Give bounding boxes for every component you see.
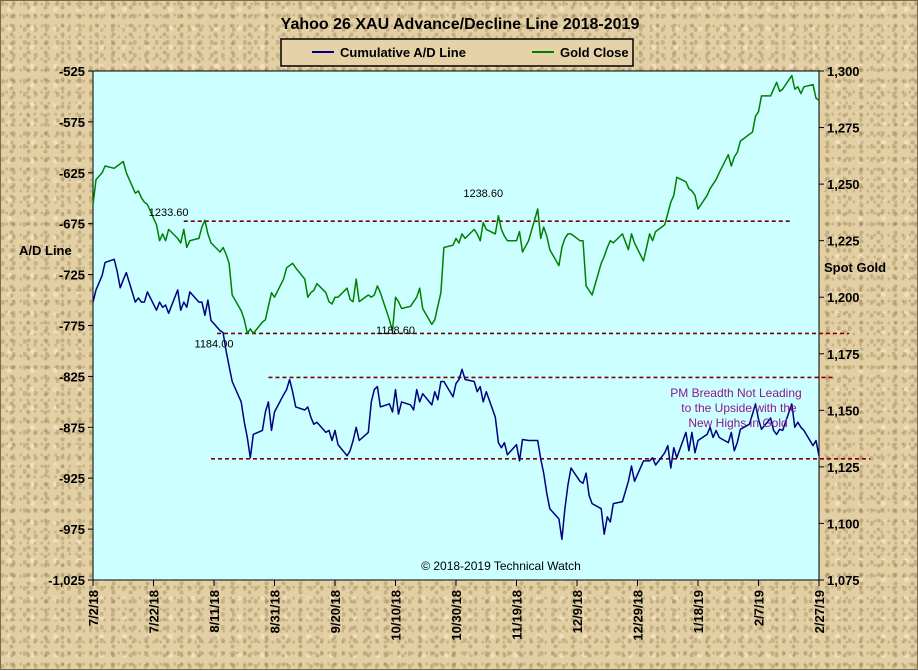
x-tick-label: 9/20/18 — [328, 590, 343, 633]
y-left-tick-label: -875 — [59, 420, 85, 435]
y-left-tick-label: -1,025 — [48, 573, 85, 588]
x-tick-label: 10/30/18 — [449, 590, 464, 641]
y-left-tick-label: -675 — [59, 217, 85, 232]
y-left-tick-label: -925 — [59, 471, 85, 486]
y-left-tick-label: -775 — [59, 319, 85, 334]
annotation-label: 1233.60 — [149, 207, 189, 219]
y-left-tick-label: -725 — [59, 268, 85, 283]
y-right-tick-label: 1,200 — [827, 290, 860, 305]
x-tick-label: 11/19/18 — [510, 590, 525, 640]
x-tick-label: 2/27/19 — [812, 590, 827, 633]
y-axis-left-label: A/D Line — [19, 243, 72, 258]
x-tick-label: 2/7/19 — [752, 590, 767, 626]
y-left-tick-label: -975 — [59, 522, 85, 537]
x-tick-label: 12/29/18 — [631, 590, 646, 641]
annotations: 1233.60 1238.60 1184.00 1188.60 — [149, 188, 503, 351]
annotation-label: 1238.60 — [463, 188, 503, 200]
y-left-tick-label: -525 — [59, 64, 85, 79]
x-tick-label: 7/2/18 — [86, 590, 101, 626]
y-axis-right-label: Spot Gold — [824, 260, 886, 275]
series-layer — [92, 74, 820, 541]
ad-line-series — [92, 258, 820, 541]
y-left-tick-label: -625 — [59, 166, 85, 181]
x-tick-label: 12/9/18 — [570, 590, 585, 633]
y-right-tick-label: 1,075 — [827, 573, 860, 588]
y-right-tick-label: 1,250 — [827, 177, 860, 192]
note-line-1: PM Breadth Not Leading — [670, 386, 801, 400]
copyright: © 2018-2019 Technical Watch — [421, 559, 581, 573]
y-right-tick-label: 1,150 — [827, 403, 860, 418]
legend-label-gold: Gold Close — [560, 45, 629, 60]
y-left-tick-label: -575 — [59, 115, 85, 130]
y-right-tick-label: 1,300 — [827, 64, 860, 79]
note-line-3: New Highs in Gold — [688, 416, 787, 430]
note-line-2: to the Upside with the — [681, 401, 797, 415]
legend: Cumulative A/D Line Gold Close — [280, 38, 634, 67]
plot-area — [92, 70, 820, 581]
x-tick-label: 7/22/18 — [147, 590, 162, 633]
y-right-tick-label: 1,225 — [827, 234, 860, 249]
gold-close-series — [92, 74, 820, 335]
annotation-label: 1184.00 — [195, 338, 234, 350]
y-right-tick-label: 1,275 — [827, 121, 860, 136]
y-left-tick-label: -825 — [59, 369, 85, 384]
chart-title: Yahoo 26 XAU Advance/Decline Line 2018-2… — [281, 16, 640, 33]
x-tick-label: 1/18/19 — [691, 590, 706, 633]
x-tick-label: 10/10/18 — [389, 590, 404, 641]
y-right-tick-label: 1,125 — [827, 460, 860, 475]
x-tick-label: 8/31/18 — [268, 590, 283, 633]
y-axis-left: -525 -575 -625 -675 -725 -775 -825 -875 -925 -975… — [48, 64, 93, 588]
legend-box — [280, 38, 634, 67]
y-right-tick-label: 1,175 — [827, 347, 860, 362]
legend-label-ad: Cumulative A/D Line — [340, 45, 466, 60]
x-axis: 7/2/18 7/22/18 8/11/18 8/31/18 9/20/18 10/10/… — [86, 580, 827, 641]
y-axis-right: 1,300 1,275 1,250 1,225 1,200 1,175 1,150 1,125… — [819, 64, 860, 588]
y-right-tick-label: 1,100 — [827, 516, 860, 531]
annotation-label: 1188.60 — [376, 325, 415, 337]
x-tick-label: 8/11/18 — [207, 590, 222, 633]
